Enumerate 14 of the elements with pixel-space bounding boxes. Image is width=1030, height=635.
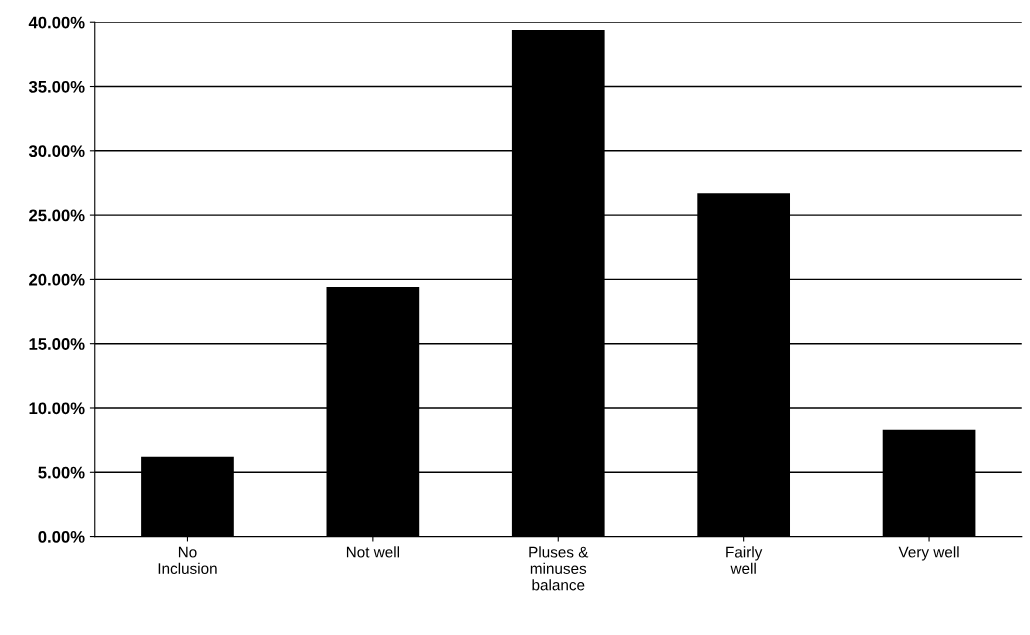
x-tick-label: No Inclusion xyxy=(158,546,217,574)
x-tick-label: Fairly well xyxy=(726,546,763,574)
y-tick-label: 30.00% xyxy=(28,145,85,158)
y-tick-label: 5.00% xyxy=(38,466,85,479)
x-tick-label: Pluses & minuses balance xyxy=(529,546,589,591)
x-tick-label: Very well xyxy=(898,546,959,561)
y-tick-label: 35.00% xyxy=(28,80,85,93)
y-tick-label: 10.00% xyxy=(29,402,85,415)
y-tick-label: 0.00% xyxy=(38,530,85,543)
y-tick-label: 15.00% xyxy=(29,338,85,350)
y-tick-label: 40.00% xyxy=(28,16,85,29)
y-tick-label: 20.00% xyxy=(29,273,85,286)
x-tick-label: Not well xyxy=(346,546,400,558)
y-tick-label: 25.00% xyxy=(29,209,85,222)
